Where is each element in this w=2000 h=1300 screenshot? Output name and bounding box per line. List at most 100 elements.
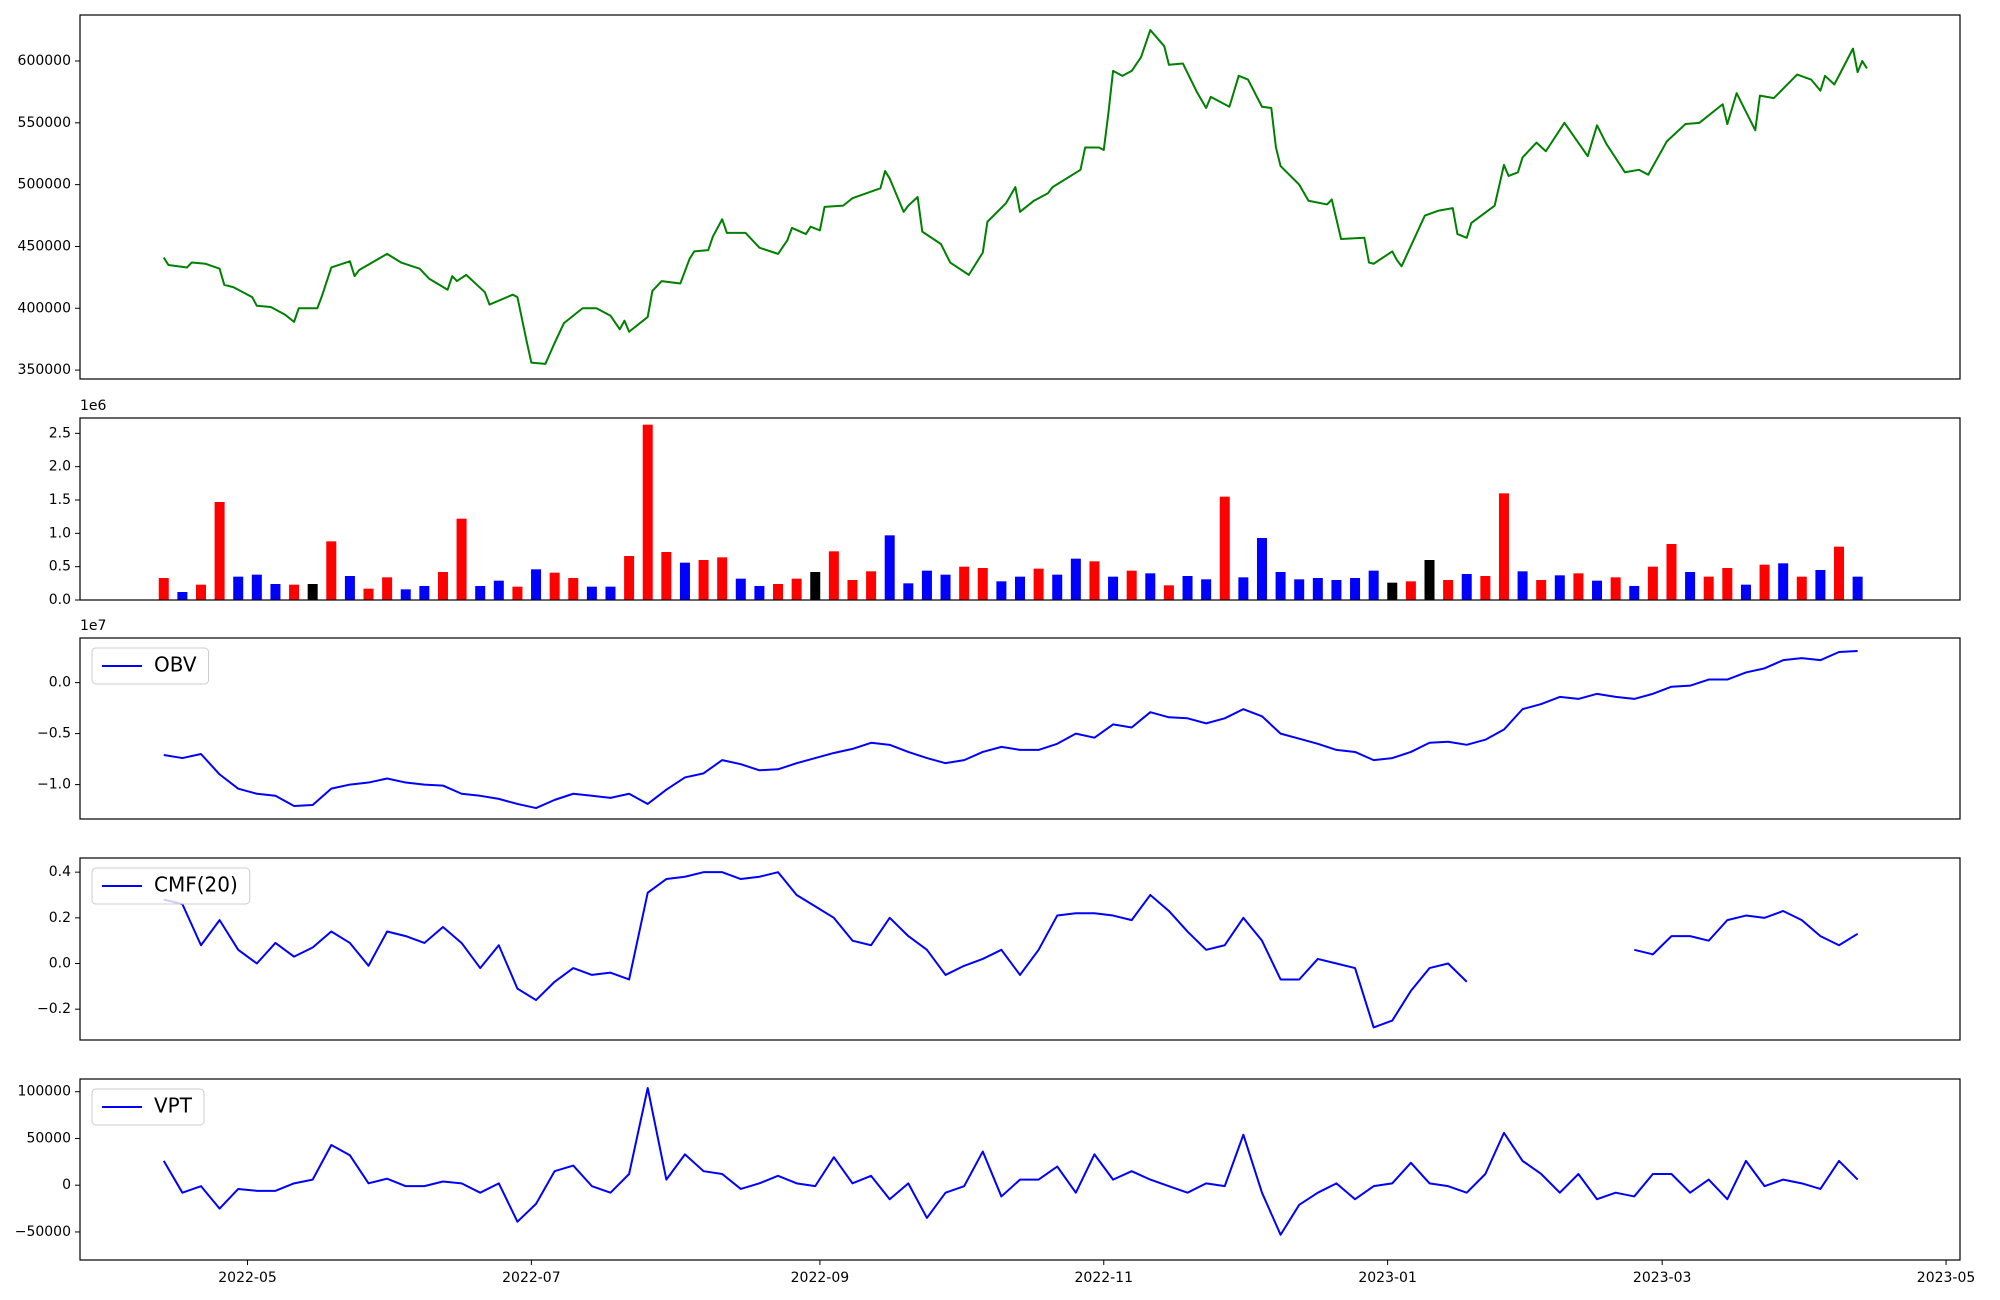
axes-frame bbox=[79, 14, 1961, 380]
bar bbox=[1275, 572, 1286, 600]
bar bbox=[270, 584, 281, 600]
bar bbox=[251, 574, 262, 600]
bar bbox=[679, 562, 690, 600]
bar bbox=[791, 578, 802, 600]
x-tick-label: 2023-05 bbox=[1917, 1270, 1976, 1286]
bar bbox=[810, 572, 821, 600]
legend-box bbox=[91, 647, 210, 685]
bar bbox=[1685, 572, 1696, 600]
bar bbox=[698, 560, 709, 600]
bar bbox=[1070, 558, 1081, 600]
bar bbox=[382, 577, 393, 600]
offset-label: 1e6 bbox=[80, 398, 107, 414]
y-tick-label: 2.0 bbox=[49, 459, 71, 475]
bar bbox=[1145, 573, 1156, 600]
bar bbox=[1852, 576, 1863, 600]
bar bbox=[326, 541, 337, 600]
bar bbox=[754, 586, 765, 600]
bar bbox=[1015, 576, 1025, 600]
bar bbox=[1368, 570, 1379, 600]
x-tick-label: 2022-11 bbox=[1075, 1270, 1134, 1286]
bar bbox=[1219, 496, 1230, 600]
legend-label: VPT bbox=[154, 1094, 193, 1118]
bar bbox=[1834, 546, 1845, 600]
bar bbox=[847, 580, 858, 600]
bar bbox=[419, 586, 430, 600]
y-tick-label: −50000 bbox=[15, 1224, 71, 1240]
y-tick-label: −0.5 bbox=[37, 726, 71, 742]
bar bbox=[1182, 576, 1193, 600]
bar bbox=[977, 568, 988, 600]
bar bbox=[586, 586, 597, 600]
bar bbox=[959, 566, 970, 600]
legend-label: OBV bbox=[154, 653, 197, 677]
legend-box bbox=[91, 1088, 205, 1126]
bar bbox=[1312, 578, 1323, 600]
bar bbox=[1089, 561, 1100, 600]
bar bbox=[661, 552, 672, 600]
bar bbox=[1498, 493, 1509, 600]
y-tick-label: 0.5 bbox=[49, 559, 71, 575]
y-tick-label: 400000 bbox=[18, 300, 71, 316]
bar bbox=[1629, 586, 1640, 600]
bar bbox=[884, 535, 895, 600]
bar bbox=[1033, 568, 1044, 600]
line-series bbox=[163, 871, 1859, 1029]
x-tick-label: 2023-03 bbox=[1633, 1270, 1692, 1286]
y-tick-label: 0.4 bbox=[49, 864, 71, 880]
bar bbox=[195, 584, 206, 600]
bar bbox=[233, 576, 244, 600]
bar bbox=[1350, 578, 1361, 600]
legend-box bbox=[91, 867, 251, 905]
bar bbox=[866, 571, 877, 600]
y-tick-label: 0.0 bbox=[49, 956, 71, 972]
bar bbox=[158, 578, 169, 600]
bar bbox=[642, 424, 653, 600]
bar bbox=[1052, 574, 1063, 600]
bar bbox=[996, 581, 1007, 600]
bar bbox=[363, 588, 374, 600]
bar bbox=[1163, 585, 1174, 600]
bar bbox=[1256, 538, 1267, 600]
axes-frame bbox=[79, 1078, 1961, 1261]
axes-frame bbox=[79, 417, 1961, 601]
line-series bbox=[162, 29, 1868, 365]
bar bbox=[1461, 574, 1472, 600]
x-tick-label: 2023-01 bbox=[1358, 1270, 1417, 1286]
bar bbox=[177, 592, 188, 600]
y-tick-label: 50000 bbox=[26, 1130, 71, 1146]
bar bbox=[1666, 544, 1677, 600]
x-tick-label: 2022-09 bbox=[791, 1270, 850, 1286]
bar bbox=[773, 584, 784, 600]
axes-frame bbox=[79, 637, 1961, 820]
bar bbox=[512, 586, 523, 600]
legend-label: CMF(20) bbox=[154, 873, 238, 897]
bar bbox=[1759, 564, 1770, 600]
bar bbox=[437, 572, 448, 600]
bar bbox=[1796, 576, 1807, 600]
bar bbox=[1554, 575, 1565, 600]
bar bbox=[531, 569, 542, 600]
y-tick-label: −0.2 bbox=[37, 1001, 71, 1017]
line-series bbox=[162, 1086, 1859, 1236]
bar bbox=[1331, 580, 1342, 600]
bar bbox=[624, 556, 635, 600]
y-tick-label: 550000 bbox=[18, 115, 71, 131]
bar bbox=[903, 583, 914, 600]
bar bbox=[1238, 577, 1249, 600]
bar bbox=[1480, 576, 1491, 600]
bar bbox=[1443, 580, 1454, 600]
y-tick-label: 0.2 bbox=[49, 910, 71, 926]
y-tick-label: 0 bbox=[62, 1177, 71, 1193]
bar bbox=[1294, 579, 1305, 600]
bar bbox=[400, 589, 411, 600]
bar bbox=[921, 570, 932, 600]
bar bbox=[493, 580, 504, 600]
y-tick-label: −1.0 bbox=[37, 777, 71, 793]
bar bbox=[1722, 568, 1733, 600]
y-tick-label: 100000 bbox=[18, 1084, 71, 1100]
bar bbox=[1201, 579, 1212, 600]
bar bbox=[1703, 576, 1714, 600]
bar bbox=[549, 572, 560, 600]
